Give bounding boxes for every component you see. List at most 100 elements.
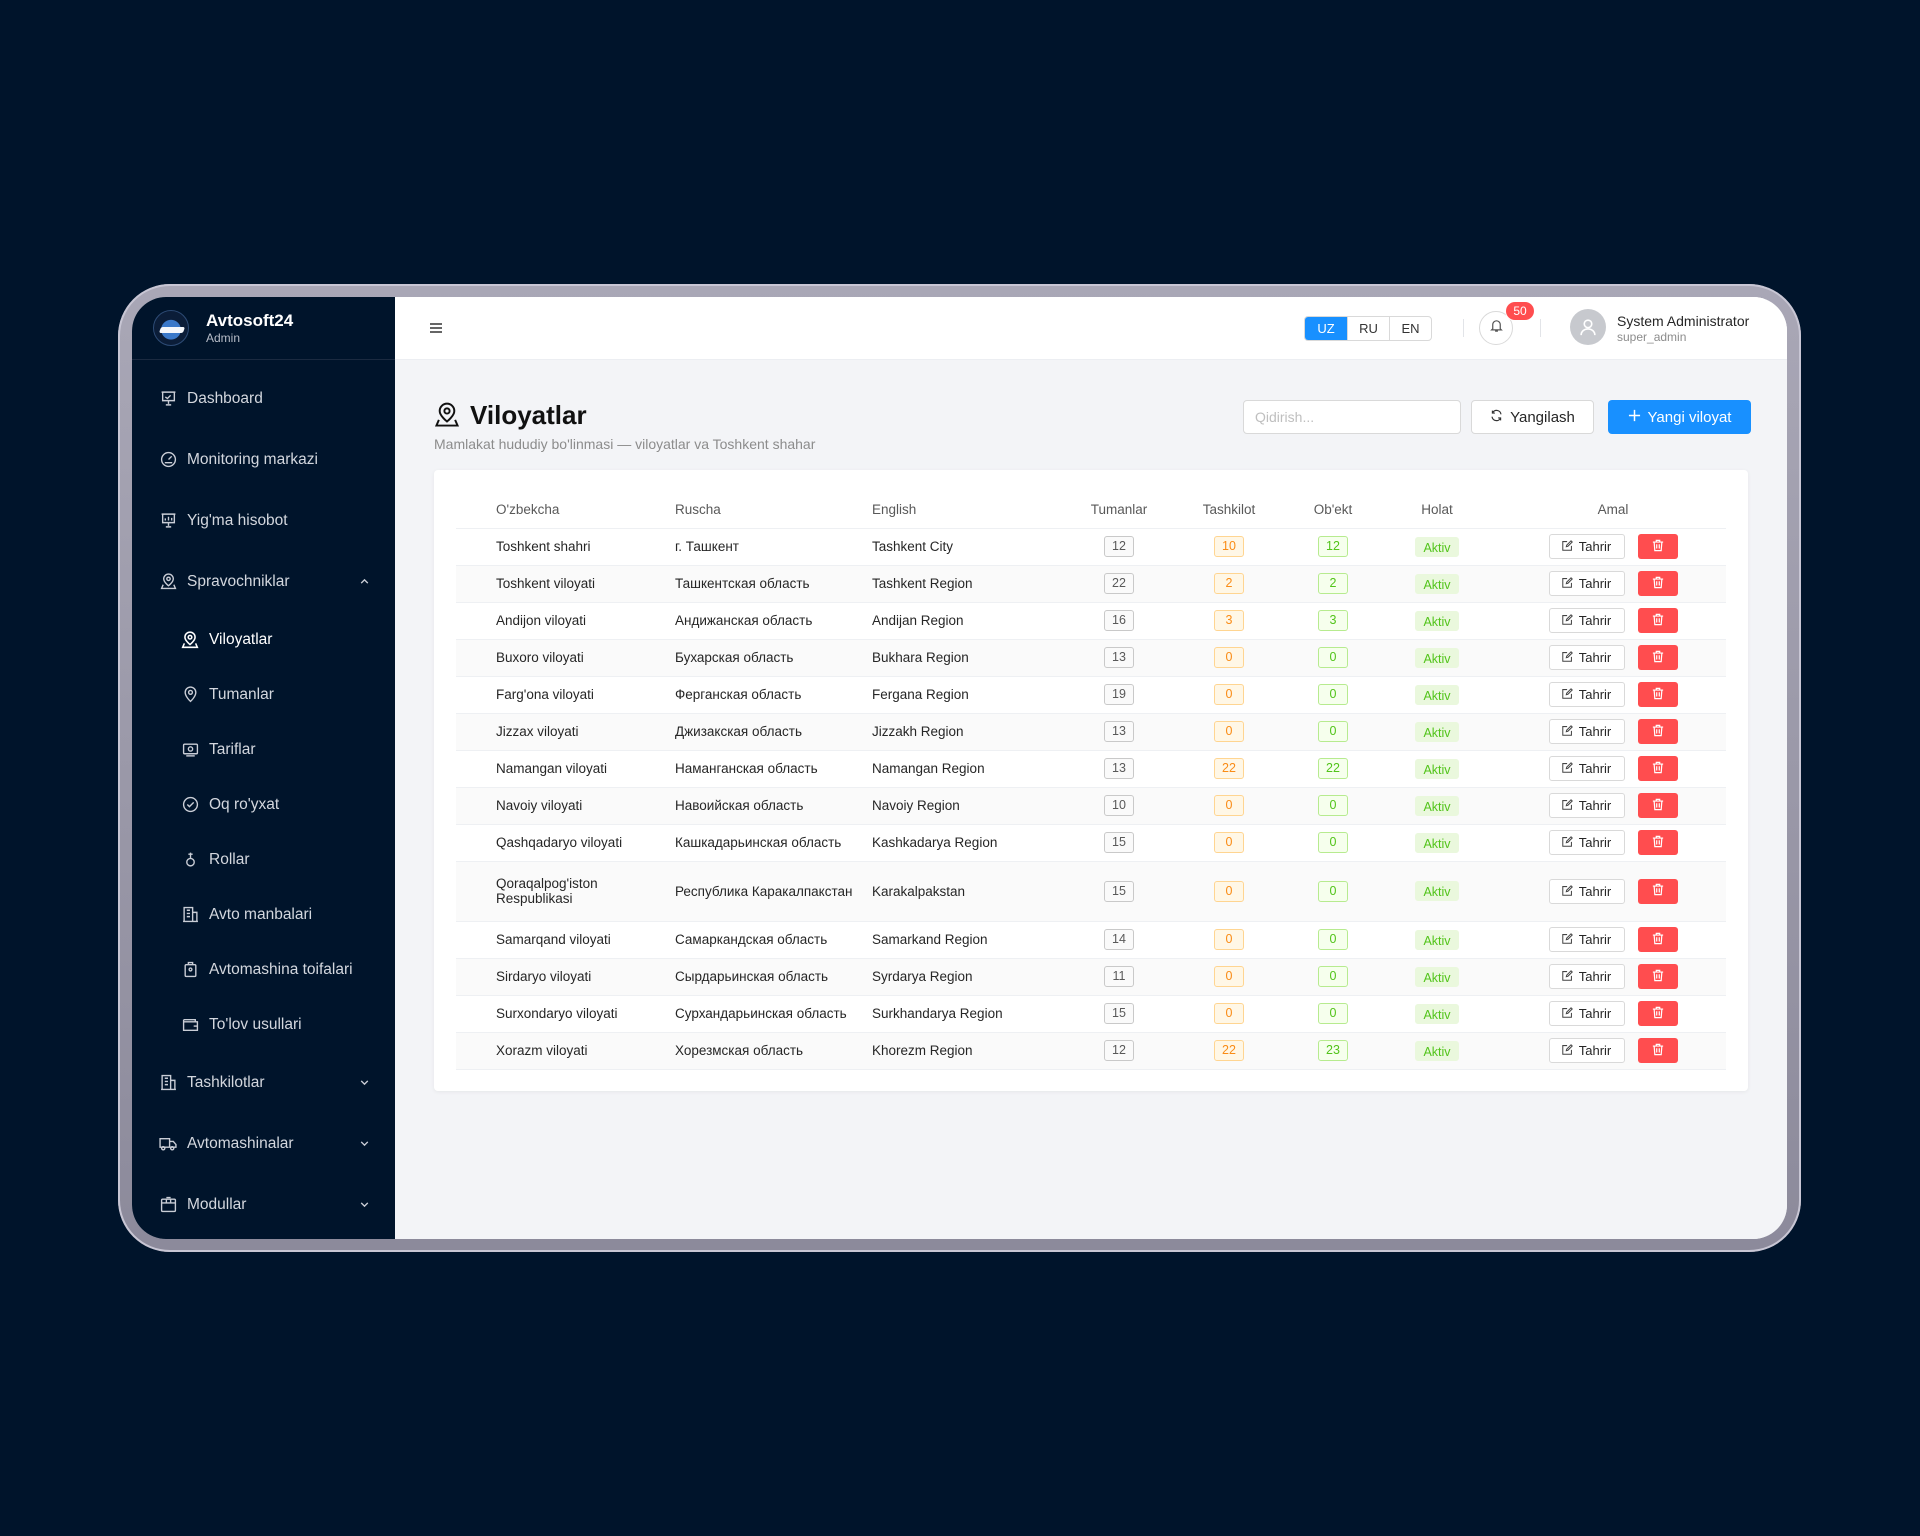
cell-ru: Хорезмская область: [675, 1032, 872, 1070]
status-badge: Aktiv: [1415, 1040, 1459, 1061]
sidebar-item-tolov-usullari[interactable]: To'lov usullari: [132, 997, 395, 1052]
box-icon: [158, 1195, 178, 1215]
sidebar-item-oq-royxat[interactable]: Oq ro'yxat: [132, 777, 395, 832]
delete-button[interactable]: [1637, 1001, 1678, 1026]
edit-button[interactable]: Tahrir: [1548, 830, 1625, 855]
sidebar-item-avtomashina-toifalari[interactable]: Avtomashina toifalari: [132, 942, 395, 997]
cell-uz: Qashqadaryo viloyati: [456, 824, 675, 862]
edit-button[interactable]: Tahrir: [1548, 645, 1625, 670]
sidebar-item-tariflar[interactable]: Tariflar: [132, 722, 395, 777]
sidebar-item-rollar[interactable]: Rollar: [132, 832, 395, 887]
trash-icon: [1652, 761, 1664, 777]
sidebar-item-report[interactable]: Yig'ma hisobot: [132, 490, 395, 551]
refresh-icon: [1490, 409, 1503, 426]
edit-label: Tahrir: [1578, 687, 1612, 702]
edit-button[interactable]: Tahrir: [1548, 682, 1625, 707]
brand[interactable]: Avtosoft24 Admin: [132, 297, 395, 360]
sidebar-subitem-label: Rollar: [209, 850, 250, 868]
obekt-count-tag: 0: [1318, 684, 1348, 705]
sidebar-item-modullar[interactable]: Modullar: [132, 1174, 395, 1235]
trash-icon: [1652, 1006, 1664, 1022]
edit-icon: [1562, 687, 1573, 702]
obekt-count-tag: 3: [1318, 610, 1348, 631]
delete-button[interactable]: [1637, 719, 1678, 744]
table-row: Navoiy viloyati Навоийская область Navoiy …: [456, 787, 1726, 825]
delete-button[interactable]: [1637, 1038, 1678, 1063]
delete-button[interactable]: [1637, 878, 1678, 904]
delete-button[interactable]: [1637, 645, 1678, 670]
cell-en: Syrdarya Region: [872, 958, 1072, 996]
delete-button[interactable]: [1637, 571, 1678, 596]
edit-button[interactable]: Tahrir: [1548, 608, 1625, 633]
cell-ru: Ферганская область: [675, 676, 872, 714]
delete-button[interactable]: [1637, 682, 1678, 707]
edit-button[interactable]: Tahrir: [1548, 756, 1625, 781]
column-header-uz[interactable]: O'zbekcha: [456, 491, 675, 529]
delete-button[interactable]: [1637, 534, 1678, 559]
delete-button[interactable]: [1637, 927, 1678, 952]
edit-label: Tahrir: [1578, 724, 1612, 739]
edit-icon: [1562, 613, 1573, 628]
new-region-button[interactable]: Yangi viloyat: [1608, 400, 1751, 434]
edit-label: Tahrir: [1578, 883, 1612, 899]
obekt-count-tag: 22: [1318, 758, 1348, 779]
main-content: UZ RU EN 50 System Administrator super_a…: [395, 297, 1787, 1239]
edit-button[interactable]: Tahrir: [1548, 1038, 1625, 1063]
page-title-text: Viloyatlar: [470, 399, 587, 430]
column-header-amal: Amal: [1500, 491, 1726, 529]
search-input[interactable]: [1243, 400, 1461, 434]
edit-button[interactable]: Tahrir: [1548, 793, 1625, 818]
sidebar-item-monitoring[interactable]: Monitoring markazi: [132, 429, 395, 490]
delete-button[interactable]: [1637, 830, 1678, 855]
edit-icon: [1562, 798, 1573, 813]
tashkilot-count-tag: 0: [1214, 647, 1244, 668]
edit-button[interactable]: Tahrir: [1548, 964, 1625, 989]
cell-uz: Samarqand viloyati: [456, 921, 675, 959]
avatar[interactable]: [1570, 309, 1606, 345]
cell-ru: Кашкадарьинская область: [675, 824, 872, 862]
delete-button[interactable]: [1637, 756, 1678, 781]
obekt-count-tag: 0: [1318, 880, 1348, 902]
row-actions: Tahrir: [1500, 571, 1726, 596]
column-header-tashkilot[interactable]: Tashkilot: [1166, 491, 1292, 529]
edit-button[interactable]: Tahrir: [1548, 878, 1625, 904]
edit-button[interactable]: Tahrir: [1548, 571, 1625, 596]
delete-button[interactable]: [1637, 793, 1678, 818]
status-badge: Aktiv: [1415, 1003, 1459, 1024]
tumanlar-count-tag: 12: [1104, 536, 1134, 557]
delete-button[interactable]: [1637, 608, 1678, 633]
cell-uz: Toshkent shahri: [456, 528, 675, 566]
edit-button[interactable]: Tahrir: [1548, 534, 1625, 559]
menu-toggle-icon[interactable]: [429, 321, 443, 335]
sidebar-item-dashboard[interactable]: Dashboard: [132, 368, 395, 429]
column-header-tumanlar[interactable]: Tumanlar: [1072, 491, 1166, 529]
user-info[interactable]: System Administrator super_admin: [1617, 313, 1749, 344]
brand-logo: [153, 310, 189, 346]
edit-button[interactable]: Tahrir: [1548, 1001, 1625, 1026]
cell-en: Bukhara Region: [872, 639, 1072, 677]
sidebar-item-avtomashinalar[interactable]: Avtomashinalar: [132, 1113, 395, 1174]
trash-icon: [1652, 539, 1664, 555]
sidebar-item-spravochniklar[interactable]: Spravochniklar: [132, 551, 395, 612]
column-header-holat[interactable]: Holat: [1374, 491, 1500, 529]
lang-ru-button[interactable]: RU: [1347, 317, 1389, 340]
edit-button[interactable]: Tahrir: [1548, 927, 1625, 952]
row-actions: Tahrir: [1500, 719, 1726, 744]
lang-uz-button[interactable]: UZ: [1305, 317, 1347, 340]
row-actions: Tahrir: [1500, 878, 1726, 904]
refresh-button[interactable]: Yangilash: [1471, 400, 1594, 434]
column-header-en[interactable]: English: [872, 491, 1072, 529]
sidebar-item-tashkilotlar[interactable]: Tashkilotlar: [132, 1052, 395, 1113]
lang-en-button[interactable]: EN: [1389, 317, 1431, 340]
table-row: Sirdaryo viloyati Сырдарьинская область Sy…: [456, 958, 1726, 996]
tumanlar-count-tag: 14: [1104, 929, 1134, 950]
sidebar-item-tumanlar[interactable]: Tumanlar: [132, 667, 395, 722]
column-header-ru[interactable]: Ruscha: [675, 491, 872, 529]
column-header-obekt[interactable]: Ob'ekt: [1292, 491, 1374, 529]
sidebar-item-viloyatlar[interactable]: Viloyatlar: [132, 612, 395, 667]
delete-button[interactable]: [1637, 964, 1678, 989]
brand-role: Admin: [206, 331, 241, 345]
spravochniklar-submenu: Viloyatlar Tumanlar Tariflar Oq ro'yxat: [132, 612, 395, 1052]
sidebar-item-avto-manbalari[interactable]: Avto manbalari: [132, 887, 395, 942]
edit-button[interactable]: Tahrir: [1548, 719, 1625, 744]
